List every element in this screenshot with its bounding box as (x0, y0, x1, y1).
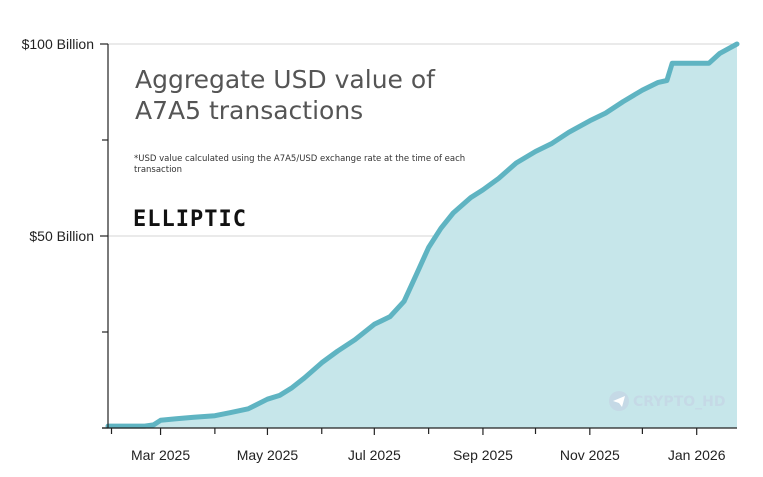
series-area-fill (108, 44, 737, 428)
watermark-text: CRYPTO_HD (633, 394, 725, 410)
chart-note-line-2: transaction (134, 165, 182, 175)
axes: $100 Billion $50 Billion Mar 2025 May 2025 J… (22, 36, 737, 463)
chart-title-line-1: Aggregate USD value of (135, 65, 436, 94)
series-line (105, 41, 740, 429)
x-tick-label-0: Mar 2025 (131, 447, 190, 463)
watermark: CRYPTO_HD (609, 391, 725, 411)
telegram-plane-icon (613, 396, 625, 407)
y-tick-label-1: $50 Billion (29, 228, 94, 244)
x-tick-label-1: May 2025 (237, 447, 299, 463)
chart-note-line-1: *USD value calculated using the A7A5/USD… (134, 154, 465, 164)
x-tick-label-5: Jan 2026 (668, 447, 726, 463)
y-tick-label-0: $100 Billion (22, 36, 94, 52)
x-tick-label-2: Jul 2025 (348, 447, 401, 463)
chart-title-line-2: A7A5 transactions (135, 96, 363, 125)
elliptic-logo: ELLIPTIC (133, 207, 247, 232)
x-tick-label-3: Sep 2025 (453, 447, 513, 463)
x-tick-label-4: Nov 2025 (560, 447, 620, 463)
